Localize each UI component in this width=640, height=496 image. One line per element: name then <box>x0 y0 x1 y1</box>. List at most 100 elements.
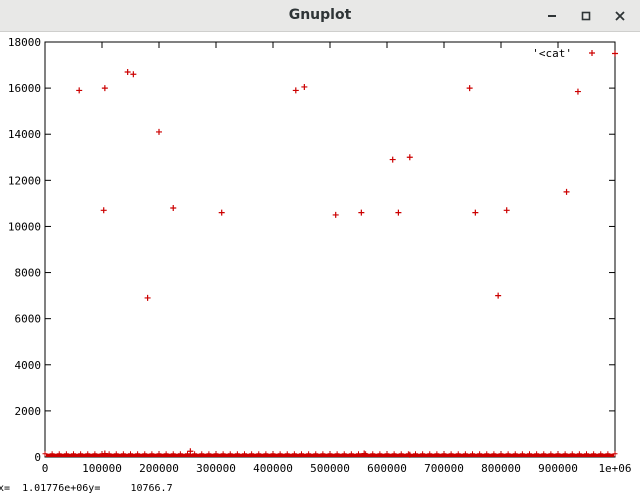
baseline-point <box>448 451 454 457</box>
baseline-point <box>576 451 582 457</box>
baseline-point <box>284 451 290 457</box>
data-point <box>406 154 413 161</box>
baseline-point <box>569 451 575 457</box>
y-tick-label: 6000 <box>15 313 42 326</box>
baseline-point <box>477 451 483 457</box>
baseline-point <box>313 451 319 457</box>
x-tick-label: 600000 <box>367 462 407 475</box>
baseline-point <box>356 451 361 457</box>
data-point <box>187 448 194 455</box>
y-tick-label: 2000 <box>15 405 42 418</box>
baseline-point <box>548 451 554 457</box>
baseline-point <box>391 451 397 457</box>
baseline-point <box>49 451 55 457</box>
baseline-point <box>519 451 525 457</box>
baseline-point <box>156 451 162 457</box>
x-tick-label: 100000 <box>82 462 122 475</box>
data-point <box>156 128 162 135</box>
baseline-point <box>413 451 418 457</box>
y-tick-label: 4000 <box>15 359 42 372</box>
baseline-point <box>498 451 504 457</box>
baseline-point <box>598 451 604 457</box>
data-point <box>332 211 339 218</box>
baseline-point <box>270 451 276 457</box>
close-button[interactable] <box>610 6 630 26</box>
data-point <box>358 209 365 216</box>
baseline-point <box>263 451 269 457</box>
close-icon <box>615 11 625 21</box>
baseline-point <box>249 451 255 457</box>
y-tick-label: 0 <box>34 451 41 464</box>
data-point <box>361 450 368 457</box>
baseline-point <box>78 451 84 457</box>
baseline-point <box>299 451 304 457</box>
maximize-button[interactable] <box>576 6 596 26</box>
baseline-point <box>177 451 183 457</box>
baseline-point <box>605 451 611 457</box>
x-tick-label: 500000 <box>310 462 350 475</box>
baseline-point <box>420 451 426 457</box>
baseline-point <box>128 451 133 457</box>
minimize-icon <box>548 15 556 17</box>
data-point <box>100 207 107 214</box>
data-point <box>301 83 308 90</box>
y-tick-label: 14000 <box>8 128 41 141</box>
legend-marker <box>589 50 595 56</box>
baseline-point <box>56 451 62 457</box>
baseline-point <box>163 451 169 457</box>
baseline-point <box>384 451 390 457</box>
baseline-point <box>135 451 141 457</box>
x-tick-label: 1e+06 <box>598 462 631 475</box>
data-point <box>292 87 299 94</box>
baseline-point <box>256 451 262 457</box>
data-point <box>503 207 510 214</box>
maximize-icon <box>581 11 591 21</box>
baseline-point <box>227 451 233 457</box>
y-tick-label: 18000 <box>8 36 41 49</box>
baseline-point <box>341 451 347 457</box>
baseline-point <box>491 451 497 457</box>
data-point <box>218 209 225 216</box>
x-tick-label: 400000 <box>253 462 293 475</box>
baseline-point <box>63 451 69 457</box>
baseline-point <box>213 451 219 457</box>
baseline-point <box>220 451 226 457</box>
baseline-point <box>277 451 283 457</box>
baseline-point <box>291 451 297 457</box>
baseline-point <box>462 451 468 457</box>
baseline-point <box>398 451 404 457</box>
baseline-point <box>370 451 376 457</box>
data-point <box>130 71 137 78</box>
baseline-point <box>512 451 518 457</box>
data-point <box>574 88 581 95</box>
baseline-point <box>170 451 176 457</box>
baseline-point <box>505 451 511 457</box>
y-tick-label: 16000 <box>8 82 41 95</box>
scatter-chart[interactable]: 0 2000 4000 6000 8000 10000 12000 14000 16000 180… <box>0 33 640 481</box>
baseline-point <box>334 451 340 457</box>
data-point <box>472 209 479 216</box>
baseline-point <box>85 451 91 457</box>
data-point <box>466 85 473 92</box>
baseline-point <box>470 451 475 457</box>
data-point <box>101 450 108 457</box>
minimize-button[interactable] <box>542 6 562 26</box>
y-tick-label: 8000 <box>15 267 42 280</box>
baseline-point <box>427 451 433 457</box>
baseline-point <box>320 451 326 457</box>
status-bar: x= 1.01776e+06y= 10766.7 <box>0 482 640 496</box>
baseline-point <box>484 451 490 457</box>
data-point <box>389 156 396 163</box>
baseline-point <box>199 451 205 457</box>
baseline-point <box>591 451 597 457</box>
plot-area[interactable]: 0 2000 4000 6000 8000 10000 12000 14000 16000 180… <box>0 33 640 481</box>
data-point <box>495 292 502 299</box>
window-titlebar[interactable]: Gnuplot <box>0 0 640 32</box>
baseline-point <box>455 451 461 457</box>
data-point <box>612 50 618 57</box>
baseline-point <box>242 451 247 457</box>
baseline-point <box>120 451 126 457</box>
baseline-point <box>527 451 532 457</box>
y-tick-label: 10000 <box>8 220 41 233</box>
baseline-point <box>113 451 119 457</box>
